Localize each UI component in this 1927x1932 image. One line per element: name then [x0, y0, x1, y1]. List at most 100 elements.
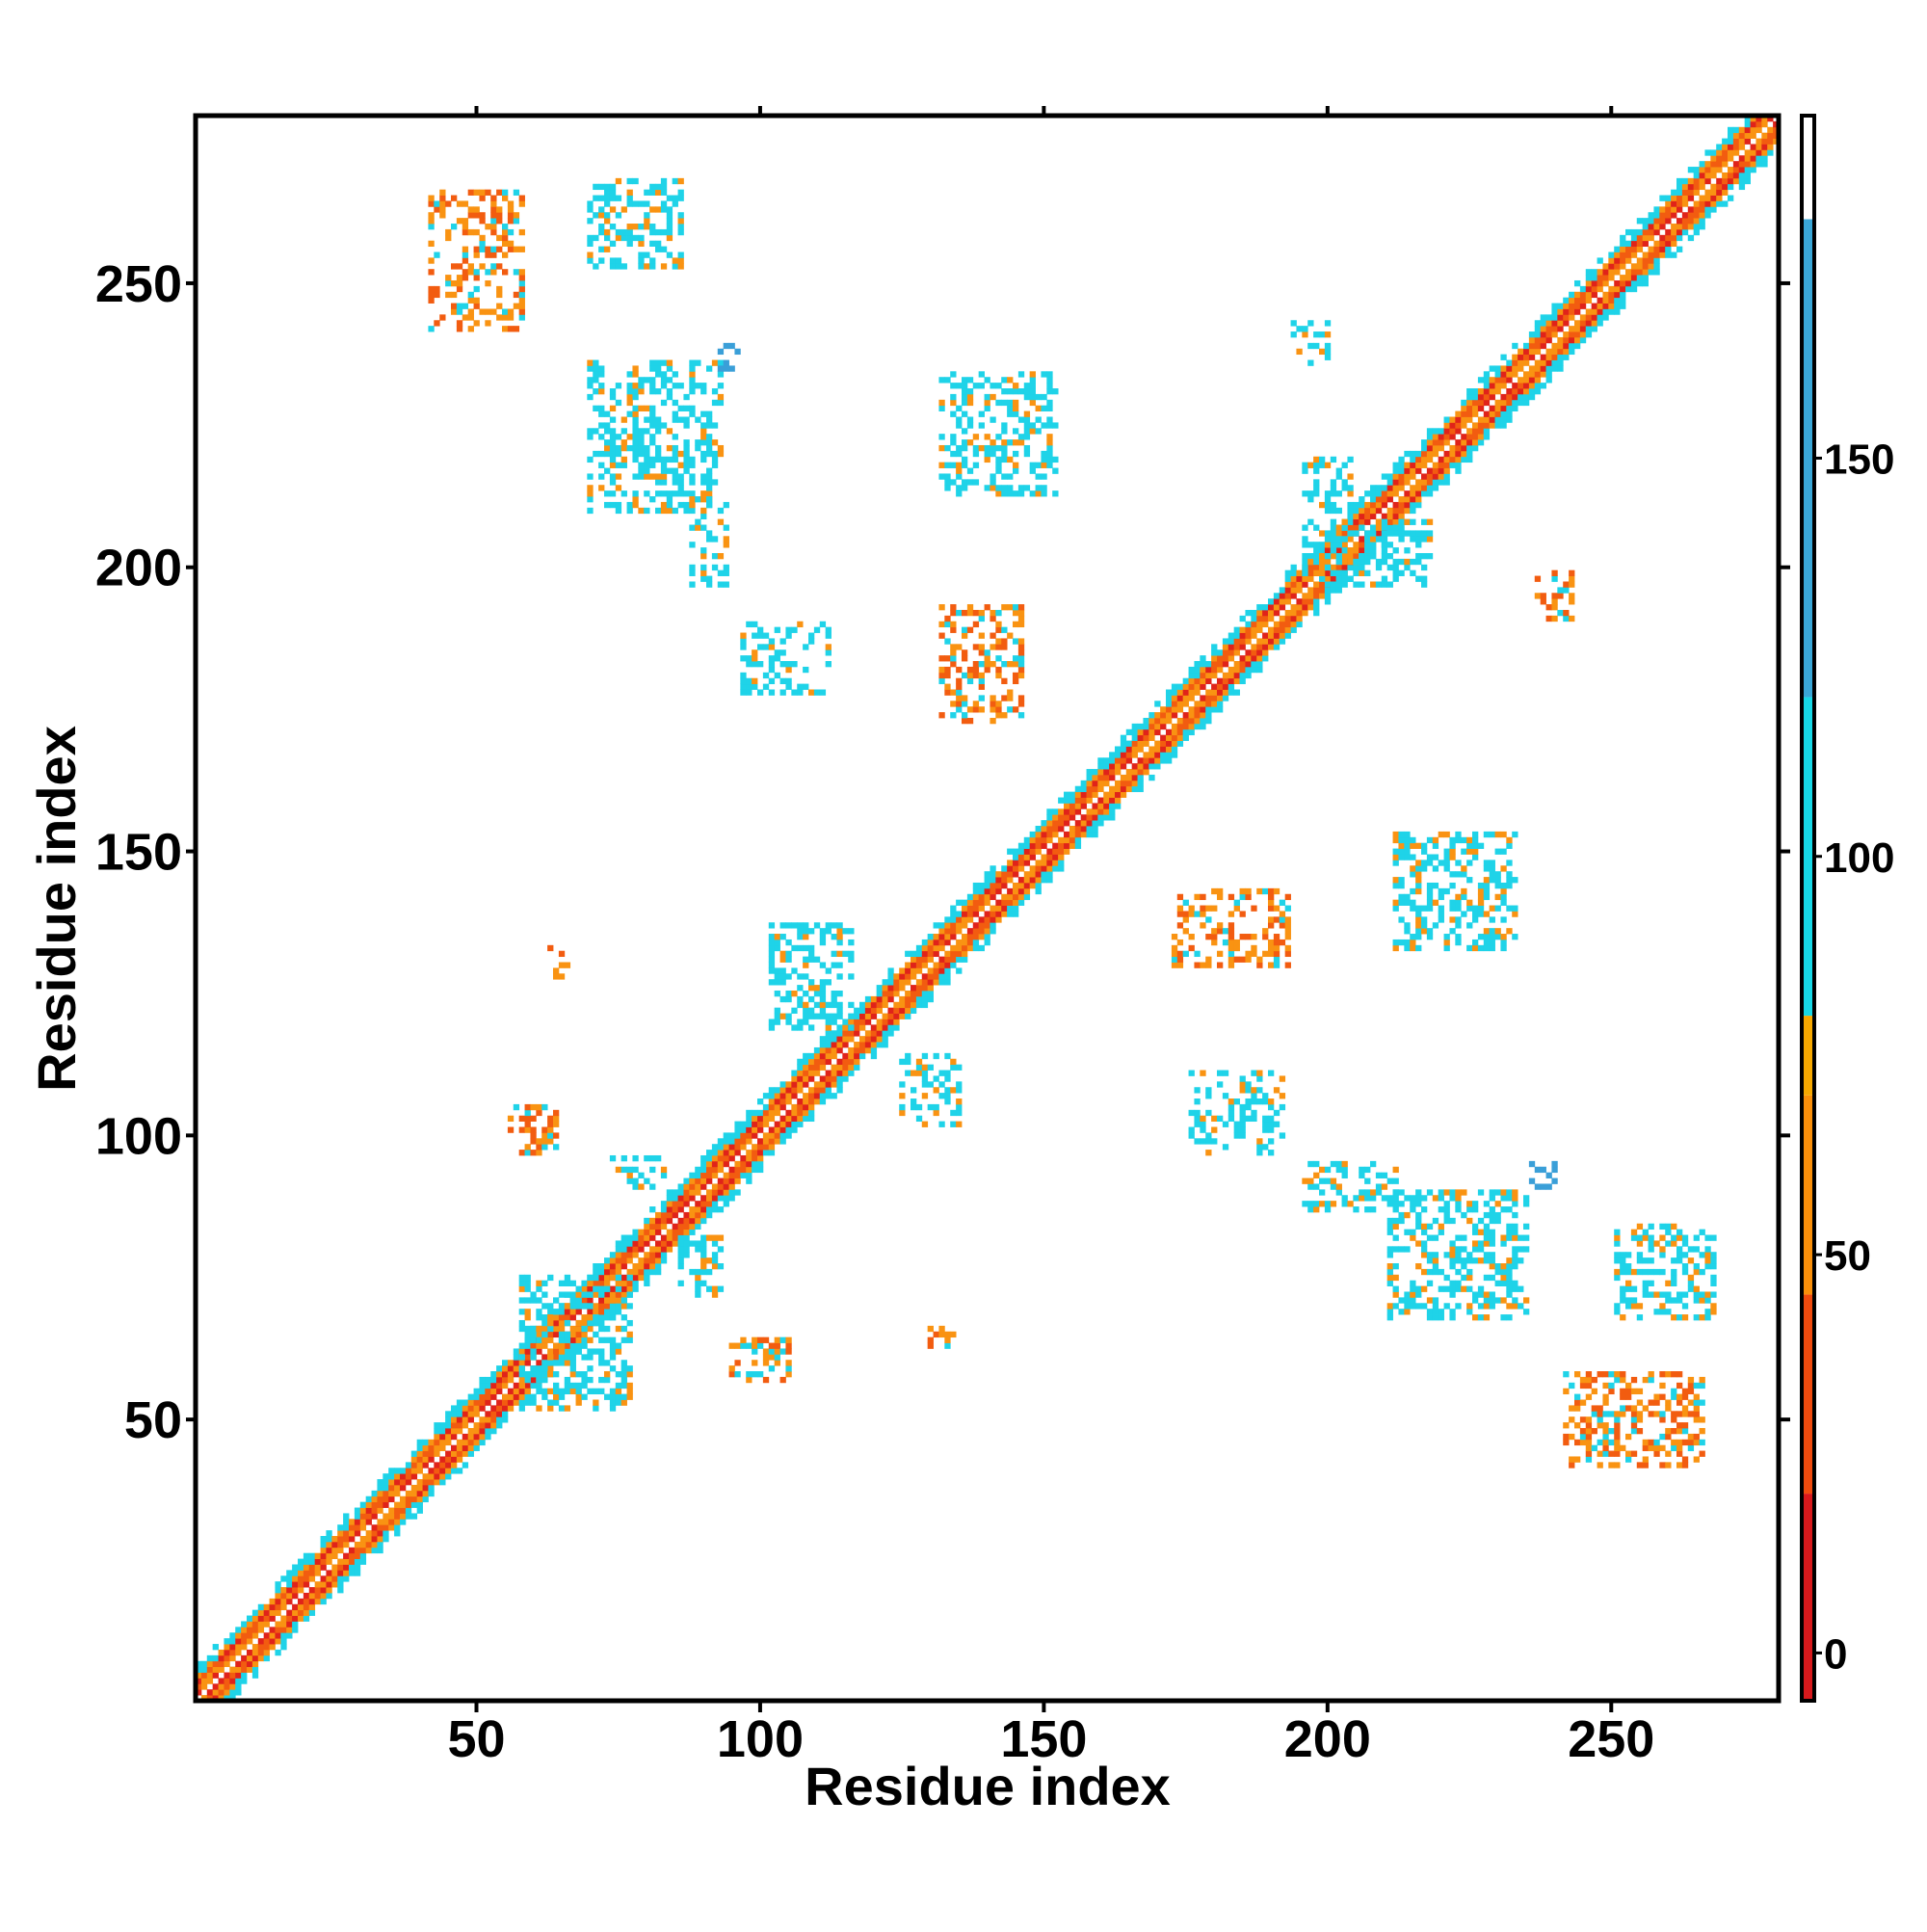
heatmap-cell: [831, 990, 837, 997]
heatmap-cell: [257, 1638, 265, 1645]
heatmap-cell: [956, 916, 963, 923]
heatmap-cell: [609, 263, 617, 270]
heatmap-cell: [609, 1263, 617, 1270]
heatmap-cell: [1064, 831, 1070, 838]
heatmap-cell: [666, 1211, 673, 1219]
heatmap-cell: [1728, 183, 1734, 191]
heatmap-cell: [944, 1331, 951, 1338]
heatmap-cell: [882, 1024, 888, 1031]
heatmap-cell: [1074, 803, 1082, 809]
heatmap-cell: [655, 228, 662, 236]
heatmap-cell: [672, 1206, 678, 1213]
heatmap-cell: [1432, 462, 1439, 468]
heatmap-cell: [938, 473, 945, 480]
heatmap-cell: [944, 967, 951, 974]
heatmap-cell: [1052, 826, 1059, 833]
heatmap-cell: [1330, 1201, 1337, 1207]
heatmap-cell: [1472, 399, 1479, 407]
heatmap-cell: [218, 1660, 224, 1668]
heatmap-cell: [632, 496, 639, 503]
heatmap-cell: [911, 1098, 917, 1105]
heatmap-cell: [1086, 791, 1093, 798]
heatmap-cell: [1262, 928, 1269, 935]
heatmap-cell: [587, 1337, 594, 1343]
heatmap-cell: [1307, 587, 1314, 594]
heatmap-cell: [887, 1007, 894, 1014]
heatmap-cell: [1046, 814, 1053, 821]
heatmap-cell: [1035, 831, 1042, 838]
heatmap-cell: [518, 1405, 525, 1412]
heatmap-cell: [1563, 354, 1570, 360]
heatmap-cell: [536, 1342, 542, 1349]
heatmap-cell: [326, 1575, 332, 1582]
heatmap-cell: [1551, 326, 1558, 332]
heatmap-cell: [791, 967, 798, 974]
heatmap-cell: [762, 672, 770, 679]
heatmap-cell: [1313, 1183, 1320, 1190]
heatmap-cell: [962, 695, 968, 701]
heatmap-cell: [314, 1570, 321, 1576]
heatmap-cell: [1166, 752, 1173, 758]
heatmap-cell: [326, 1536, 332, 1543]
heatmap-cell: [1273, 638, 1280, 645]
heatmap-cell: [1574, 279, 1581, 287]
heatmap-cell: [1455, 422, 1462, 429]
heatmap-cell: [518, 1365, 525, 1372]
heatmap-cell: [1284, 893, 1291, 901]
heatmap-cell: [972, 939, 980, 946]
heatmap-cell: [365, 1519, 372, 1525]
heatmap-cell: [938, 967, 945, 974]
heatmap-cell: [620, 428, 627, 435]
heatmap-cell: [768, 1087, 776, 1094]
heatmap-cell: [626, 393, 633, 401]
heatmap-cell: [1432, 450, 1439, 458]
heatmap-cell: [1256, 956, 1263, 963]
heatmap-cell: [1602, 303, 1609, 309]
heatmap-cell: [876, 1036, 883, 1043]
heatmap-cell: [326, 1558, 332, 1565]
heatmap-cell: [677, 1217, 684, 1225]
heatmap-cell: [598, 1376, 605, 1384]
heatmap-cell: [1335, 547, 1342, 554]
heatmap-cell: [864, 1042, 872, 1048]
heatmap-cell: [644, 218, 650, 225]
heatmap-cell: [292, 1621, 299, 1628]
heatmap-cell: [1404, 1229, 1411, 1235]
heatmap-cell: [831, 934, 837, 940]
heatmap-cell: [1188, 717, 1195, 725]
heatmap-cell: [1296, 615, 1303, 622]
heatmap-cell: [1386, 1303, 1393, 1310]
heatmap-cell: [1761, 155, 1768, 162]
heatmap-cell: [1426, 1234, 1434, 1241]
heatmap-cell: [1251, 1109, 1257, 1117]
heatmap-cell: [1262, 1115, 1269, 1123]
heatmap-cell: [536, 1103, 542, 1111]
heatmap-cell: [496, 206, 503, 213]
heatmap-cell: [995, 434, 1002, 440]
heatmap-cell: [331, 1581, 338, 1588]
heatmap-cell: [1154, 712, 1161, 719]
heatmap-cell: [1386, 530, 1393, 537]
heatmap-cell: [1466, 860, 1473, 866]
heatmap-cell: [1205, 712, 1212, 719]
heatmap-cell: [677, 1201, 684, 1207]
heatmap-cell: [371, 1530, 378, 1537]
heatmap-cell: [1211, 934, 1218, 940]
heatmap-cell: [734, 1126, 741, 1133]
heatmap-cell: [1648, 269, 1654, 276]
heatmap-cell: [1500, 848, 1507, 855]
heatmap-cell: [1200, 723, 1206, 730]
heatmap-cell: [1494, 410, 1501, 417]
heatmap-cell: [1341, 1160, 1348, 1168]
heatmap-cell: [1704, 195, 1711, 201]
heatmap-cell: [1483, 934, 1491, 940]
heatmap-cell: [644, 1223, 650, 1231]
heatmap-cell: [1245, 1081, 1252, 1088]
heatmap-cell: [717, 1144, 725, 1151]
heatmap-cell: [1585, 269, 1593, 276]
heatmap-cell: [1227, 893, 1235, 901]
heatmap-cell: [911, 962, 917, 968]
heatmap-cell: [779, 1081, 786, 1088]
heatmap-cell: [848, 1001, 855, 1009]
heatmap-cell: [1137, 740, 1144, 747]
